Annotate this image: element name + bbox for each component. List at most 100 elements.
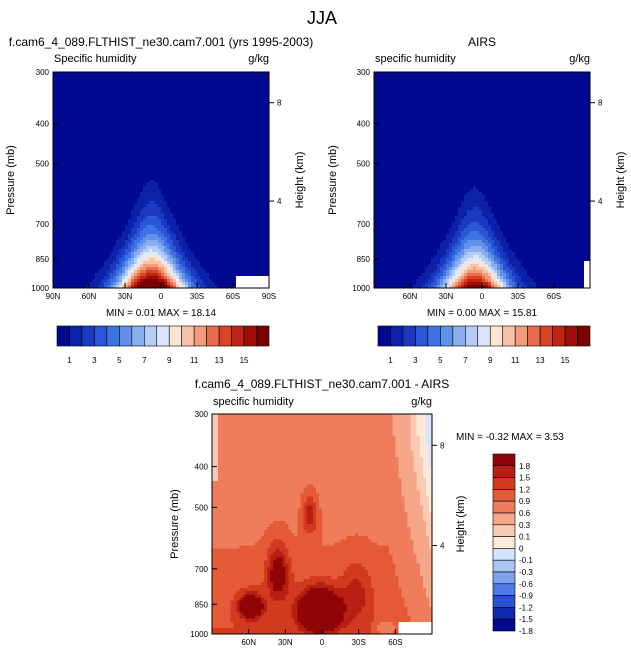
model-contour-cell <box>107 165 111 169</box>
model-contour-cell <box>53 75 57 79</box>
model-contour-cell <box>92 192 96 196</box>
model-contour-cell <box>260 237 264 241</box>
model-contour-cell <box>221 162 225 166</box>
model-contour-cell <box>71 243 75 247</box>
model-contour-cell <box>149 123 153 127</box>
model-contour-cell <box>80 108 84 112</box>
model-contour-cell <box>152 165 156 169</box>
model-contour-cell <box>263 228 267 232</box>
model-contour-cell <box>122 198 126 202</box>
model-contour-cell <box>194 114 198 118</box>
model-contour-cell <box>152 171 156 175</box>
model-contour-cell <box>83 246 87 250</box>
model-contour-cell <box>221 231 225 235</box>
model-contour-cell <box>143 216 147 220</box>
model-contour-cell <box>140 213 144 217</box>
model-contour-cell <box>266 228 270 232</box>
model-contour-cell <box>131 219 135 223</box>
model-contour-cell <box>104 90 108 94</box>
model-contour-cell <box>203 84 207 88</box>
model-contour-cell <box>152 156 156 160</box>
model-contour-cell <box>188 240 192 244</box>
model-contour-cell <box>56 117 60 121</box>
model-contour-cell <box>119 105 123 109</box>
model-contour-cell <box>86 231 90 235</box>
model-contour-cell <box>119 261 123 265</box>
model-contour-cell <box>251 132 255 136</box>
model-contour-cell <box>59 156 63 160</box>
model-contour-cell <box>140 246 144 250</box>
model-contour-cell <box>80 219 84 223</box>
model-contour-cell <box>194 123 198 127</box>
model-contour-cell <box>101 249 105 253</box>
model-contour-cell <box>185 183 189 187</box>
model-contour-cell <box>164 204 168 208</box>
model-contour-cell <box>68 168 72 172</box>
model-contour-cell <box>185 240 189 244</box>
model-contour-cell <box>143 243 147 247</box>
model-contour-cell <box>191 240 195 244</box>
model-contour-cell <box>155 273 159 277</box>
model-contour-cell <box>167 123 171 127</box>
model-contour-cell <box>83 150 87 154</box>
model-contour-cell <box>86 222 90 226</box>
model-contour-cell <box>182 123 186 127</box>
model-contour-cell <box>155 105 159 109</box>
model-contour-cell <box>92 84 96 88</box>
model-contour-cell <box>167 114 171 118</box>
model-contour-cell <box>221 102 225 106</box>
model-contour-cell <box>104 117 108 121</box>
model-contour-cell <box>224 231 228 235</box>
model-contour-cell <box>155 108 159 112</box>
model-contour-cell <box>110 222 114 226</box>
model-contour-cell <box>173 252 177 256</box>
model-contour-cell <box>125 180 129 184</box>
model-contour-cell <box>164 120 168 124</box>
model-contour-cell <box>224 123 228 127</box>
model-contour-cell <box>242 144 246 148</box>
model-contour-cell <box>227 222 231 226</box>
model-contour-cell <box>95 276 99 280</box>
model-contour-cell <box>206 129 210 133</box>
model-contour-cell <box>158 195 162 199</box>
model-contour-cell <box>140 138 144 142</box>
model-contour-cell <box>206 114 210 118</box>
model-contour-cell <box>194 240 198 244</box>
model-contour-cell <box>137 228 141 232</box>
model-contour-cell <box>260 258 264 262</box>
model-contour-cell <box>128 153 132 157</box>
model-contour-cell <box>230 228 234 232</box>
model-contour-cell <box>104 270 108 274</box>
model-contour-cell <box>230 276 234 280</box>
model-contour-cell <box>185 270 189 274</box>
model-contour-cell <box>158 102 162 106</box>
model-contour-cell <box>206 180 210 184</box>
model-contour-cell <box>155 246 159 250</box>
model-contour-cell <box>98 222 102 226</box>
model-contour-cell <box>128 186 132 190</box>
model-contour-cell <box>152 87 156 91</box>
model-contour-cell <box>230 225 234 229</box>
model-contour-cell <box>197 216 201 220</box>
model-contour-cell <box>89 141 93 145</box>
model-contour-cell <box>131 273 135 277</box>
model-contour-cell <box>179 108 183 112</box>
model-contour-cell <box>128 135 132 139</box>
model-contour-cell <box>92 123 96 127</box>
model-contour-cell <box>239 255 243 259</box>
model-contour-cell <box>149 108 153 112</box>
model-contour-cell <box>143 159 147 163</box>
model-contour-cell <box>227 108 231 112</box>
model-contour-cell <box>167 162 171 166</box>
model-contour-cell <box>137 207 141 211</box>
model-contour-cell <box>266 189 270 193</box>
model-contour-cell <box>215 198 219 202</box>
model-contour-cell <box>182 228 186 232</box>
model-contour-cell <box>227 168 231 172</box>
model-contour-cell <box>146 96 150 100</box>
model-contour-cell <box>248 225 252 229</box>
model-contour-cell <box>161 207 165 211</box>
model-contour-cell <box>236 96 240 100</box>
model-contour-cell <box>230 96 234 100</box>
model-contour-cell <box>179 126 183 130</box>
